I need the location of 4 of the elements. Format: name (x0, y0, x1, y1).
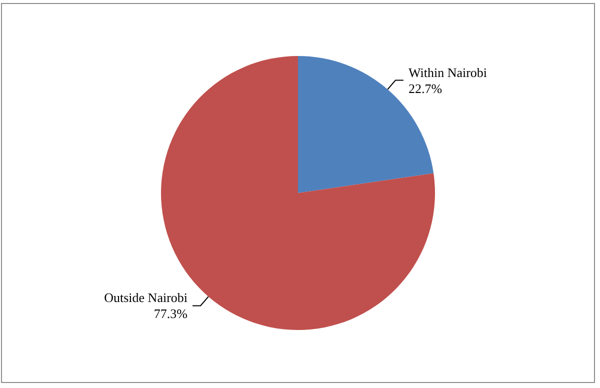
data-label: 22.7% (408, 80, 442, 96)
slice-label: Outside Nairobi (104, 290, 188, 306)
data-label: 77.3% (154, 306, 188, 322)
slice-label: Within Nairobi (408, 64, 488, 80)
